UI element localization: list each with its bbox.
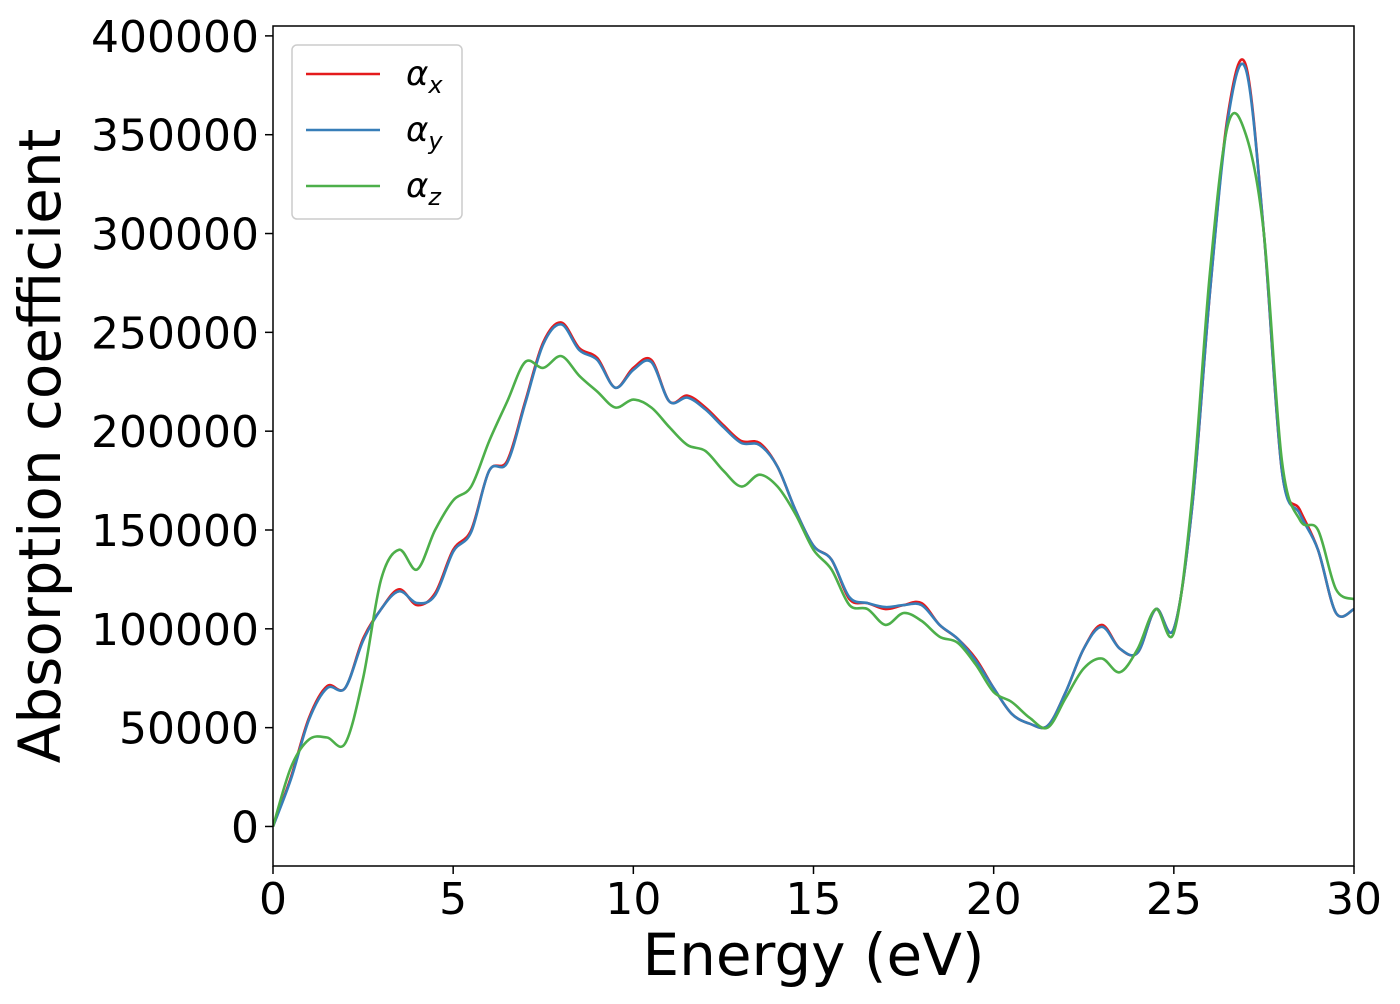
x-tick-label: 25 (1146, 874, 1202, 925)
legend-label-subscript: x (427, 71, 443, 99)
legend-label-base: α (406, 54, 428, 94)
series-line-y (273, 62, 1354, 827)
series-layer (273, 58, 1354, 827)
y-tick-label: 300000 (91, 210, 259, 261)
x-tick-label: 30 (1326, 874, 1382, 925)
y-axis: 0 50000 100000 150000 200000 250000 300000 3500… (91, 12, 273, 853)
y-axis-title: Absorption coefficient (6, 129, 74, 764)
y-tick-label: 100000 (91, 605, 259, 656)
y-tick-label: 150000 (91, 506, 259, 557)
x-tick-label: 5 (439, 874, 467, 925)
x-tick-label: 20 (966, 874, 1022, 925)
legend-label-z: αz (406, 166, 442, 211)
legend-box (291, 44, 463, 220)
x-tick-label: 10 (605, 874, 661, 925)
x-tick-label: 15 (786, 874, 842, 925)
x-axis-title: Energy (eV) (642, 921, 984, 989)
legend-label-base: α (406, 166, 428, 206)
series-line-z (273, 111, 1354, 827)
y-tick-label: 50000 (119, 704, 259, 755)
y-tick-label: 0 (231, 802, 259, 853)
legend-label-y: αy (406, 110, 443, 155)
y-tick-label: 350000 (91, 111, 259, 162)
x-axis: 0 5 10 15 20 25 30 (259, 866, 1382, 925)
legend-label-subscript: z (427, 183, 442, 211)
x-tick-label: 0 (259, 874, 287, 925)
legend-label-subscript: y (427, 127, 443, 155)
y-tick-label: 250000 (91, 308, 259, 359)
legend-label-x: αx (406, 54, 443, 99)
y-tick-label: 200000 (91, 407, 259, 458)
legend-label-base: α (406, 110, 428, 150)
y-tick-label: 400000 (91, 12, 259, 63)
